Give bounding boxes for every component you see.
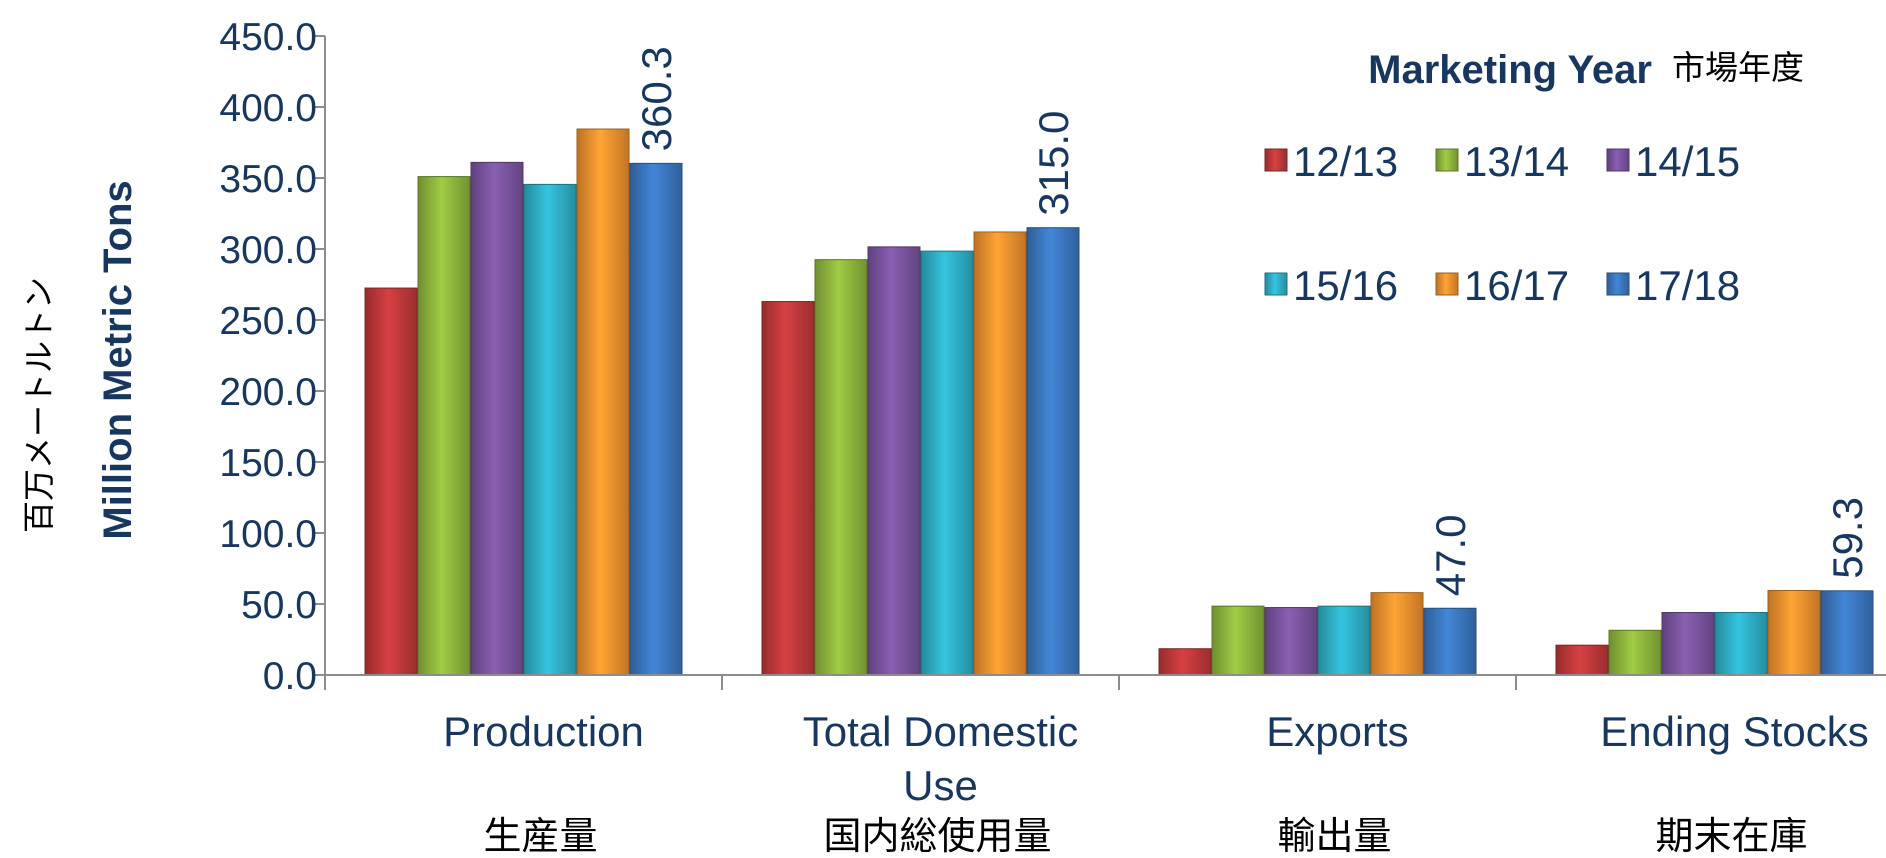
y-tick-label: 100.0 <box>219 513 317 556</box>
data-labels: 360.3 315.0 47.0 59.3 <box>633 46 1871 596</box>
category-label: Total Domestic <box>803 708 1078 755</box>
legend-label: 17/18 <box>1635 262 1740 309</box>
legend-item: 14/15 <box>1606 138 1740 185</box>
x-axis: Production 生産量 Total Domestic Use 国内総使用量 Expo… <box>324 674 1886 858</box>
bar <box>417 176 471 676</box>
category-label: Production <box>443 708 644 755</box>
bar <box>1423 607 1477 676</box>
data-label: 47.0 <box>1427 515 1474 597</box>
category-label-ja: 生産量 <box>483 814 597 858</box>
y-tick-label: 150.0 <box>219 442 317 485</box>
legend-item: 16/17 <box>1435 262 1569 309</box>
legend-item: 17/18 <box>1606 262 1740 309</box>
legend-item: 15/16 <box>1264 262 1398 309</box>
data-label: 59.3 <box>1824 497 1871 579</box>
legend: Marketing Year 市場年度 12/13 13/14 14/15 15/16… <box>1264 48 1804 309</box>
category-label: Ending Stocks <box>1600 708 1869 755</box>
bar <box>576 128 630 676</box>
data-label: 315.0 <box>1030 111 1077 216</box>
bar <box>470 161 524 676</box>
category-label-ja: 輸出量 <box>1277 814 1391 858</box>
legend-swatch <box>1435 148 1459 172</box>
y-axis-title: Million Metric Tons <box>96 180 140 539</box>
y-axis-title-ja: 百万メートルトン <box>20 277 58 533</box>
y-tick-label: 50.0 <box>241 584 317 627</box>
bar <box>1317 605 1371 676</box>
y-tick-label: 350.0 <box>219 158 317 201</box>
legend-swatch <box>1264 272 1288 296</box>
bar <box>364 287 418 676</box>
y-tick-label: 0.0 <box>263 655 317 698</box>
y-tick-label: 200.0 <box>219 371 317 414</box>
bar <box>761 301 815 676</box>
legend-label: 13/14 <box>1464 138 1569 185</box>
legend-swatch <box>1435 272 1459 296</box>
legend-label: 16/17 <box>1464 262 1569 309</box>
bar <box>920 250 974 676</box>
legend-item: 12/13 <box>1264 138 1398 185</box>
legend-item: 13/14 <box>1435 138 1569 185</box>
y-tick-label: 400.0 <box>219 87 317 130</box>
bar <box>973 231 1027 676</box>
bar <box>523 183 577 676</box>
bar <box>1661 612 1715 676</box>
plot-area <box>364 128 1874 676</box>
bar <box>814 259 868 676</box>
y-tick-label: 300.0 <box>219 229 317 272</box>
category-label-ja: 期末在庫 <box>1655 814 1807 858</box>
legend-title-ja: 市場年度 <box>1672 48 1804 87</box>
bar <box>1767 590 1821 676</box>
bar <box>1608 629 1662 676</box>
y-tick-label: 250.0 <box>219 300 317 343</box>
legend-label: 14/15 <box>1635 138 1740 185</box>
bar <box>867 246 921 676</box>
legend-swatch <box>1606 272 1630 296</box>
legend-swatch <box>1606 148 1630 172</box>
legend-label: 12/13 <box>1293 138 1398 185</box>
bar <box>629 162 683 676</box>
bar <box>1211 605 1265 676</box>
category-label-ja: 国内総使用量 <box>823 814 1051 858</box>
bar <box>1158 648 1212 676</box>
bar <box>1026 227 1080 676</box>
legend-label: 15/16 <box>1293 262 1398 309</box>
bar <box>1555 644 1609 676</box>
bar <box>1714 612 1768 676</box>
data-label: 360.3 <box>633 46 680 151</box>
legend-swatch <box>1264 148 1288 172</box>
category-label-line2: Use <box>903 762 978 809</box>
bar <box>1264 607 1318 676</box>
bar <box>1820 590 1874 676</box>
y-tick-label: 450.0 <box>219 16 317 59</box>
y-axis: 0.0 50.0 100.0 150.0 200.0 250.0 300.0 350.0 400… <box>219 16 326 698</box>
legend-title: Marketing Year <box>1368 48 1652 92</box>
category-label: Exports <box>1266 708 1408 755</box>
bar <box>1370 592 1424 676</box>
